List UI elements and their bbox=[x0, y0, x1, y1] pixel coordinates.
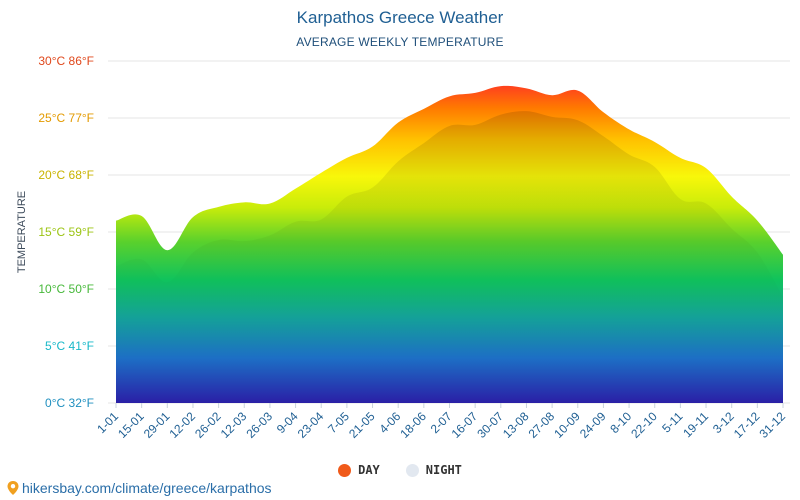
y-tick-label: 15°C 59°F bbox=[38, 225, 94, 239]
y-tick-label: 30°C 86°F bbox=[38, 54, 94, 68]
y-tick-label: 20°C 68°F bbox=[38, 168, 94, 182]
x-tick-label: 23-04 bbox=[295, 409, 327, 441]
location-pin-icon bbox=[7, 481, 19, 495]
day-legend-dot bbox=[338, 463, 352, 477]
legend-item-night[interactable]: NIGHT bbox=[405, 463, 462, 477]
y-tick-label: 25°C 77°F bbox=[38, 111, 94, 125]
y-tick-label: 10°C 50°F bbox=[38, 282, 94, 296]
source-link[interactable]: hikersbay.com/climate/greece/karpathos bbox=[6, 480, 272, 496]
legend-label-night: NIGHT bbox=[425, 463, 462, 477]
x-tick-label: 16-07 bbox=[449, 409, 481, 441]
x-tick-label: 26-02 bbox=[192, 409, 224, 441]
night-area-shade bbox=[116, 111, 783, 403]
x-tick-label: 29-01 bbox=[141, 409, 173, 441]
y-tick-label: 5°C 41°F bbox=[45, 339, 94, 353]
chart-title: Karpathos Greece Weather bbox=[296, 8, 504, 27]
x-tick-label: 10-09 bbox=[551, 409, 583, 441]
x-tick-label: 30-07 bbox=[474, 409, 506, 441]
source-url: hikersbay.com/climate/greece/karpathos bbox=[22, 480, 272, 496]
x-axis-ticks: 1-0115-0129-0112-0226-0212-0326-039-0423… bbox=[94, 403, 788, 441]
x-tick-label: 17-12 bbox=[731, 409, 763, 441]
legend-item-day[interactable]: DAY bbox=[338, 463, 380, 477]
x-tick-label: 15-01 bbox=[115, 409, 147, 441]
plot-areas bbox=[116, 85, 783, 403]
y-axis-label: TEMPERATURE bbox=[16, 190, 28, 274]
legend: DAY NIGHT bbox=[0, 463, 800, 477]
x-tick-label: 12-02 bbox=[166, 409, 198, 441]
y-axis-ticks: 0°C 32°F 5°C 41°F 10°C 50°F 15°C 59°F 20°C 6… bbox=[38, 54, 94, 410]
x-tick-label: 26-03 bbox=[243, 409, 275, 441]
x-tick-label: 21-05 bbox=[346, 409, 378, 441]
y-tick-label: 0°C 32°F bbox=[45, 396, 94, 410]
x-tick-label: 19-11 bbox=[680, 409, 711, 440]
x-tick-label: 24-09 bbox=[577, 409, 609, 441]
x-tick-label: 31-12 bbox=[757, 409, 789, 441]
x-tick-label: 27-08 bbox=[526, 409, 558, 441]
x-tick-label: 22-10 bbox=[628, 409, 660, 441]
x-tick-label: 12-03 bbox=[218, 409, 250, 441]
night-legend-dot bbox=[405, 463, 419, 477]
legend-label-day: DAY bbox=[358, 463, 380, 477]
x-tick-label: 13-08 bbox=[500, 409, 532, 441]
x-tick-label: 18-06 bbox=[397, 409, 429, 441]
chart-subtitle: AVERAGE WEEKLY TEMPERATURE bbox=[296, 35, 504, 49]
